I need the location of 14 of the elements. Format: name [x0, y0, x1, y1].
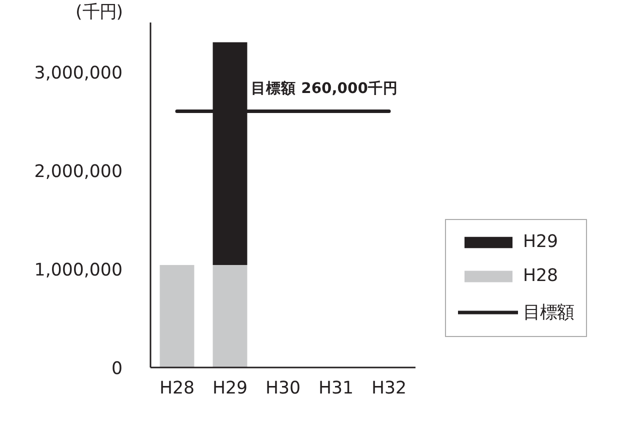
x-tick-label: H32 [371, 378, 407, 398]
x-tick-label: H28 [159, 378, 195, 398]
x-tick-label: H30 [265, 378, 301, 398]
y-axis-title: (千円) [76, 2, 124, 22]
y-tick-label: 2,000,000 [34, 162, 123, 182]
legend-label: H29 [523, 232, 558, 252]
y-tick-label: 3,000,000 [34, 63, 123, 84]
x-tick-label: H31 [318, 378, 354, 398]
y-tick-label: 0 [111, 359, 123, 379]
y-tick-label: 1,000,000 [34, 260, 123, 280]
legend-label: H28 [523, 266, 558, 286]
x-tick-label: H29 [212, 378, 248, 398]
legend-label: 目標額 [523, 302, 574, 324]
annotation: 目標額 260,000千円 [251, 80, 398, 98]
